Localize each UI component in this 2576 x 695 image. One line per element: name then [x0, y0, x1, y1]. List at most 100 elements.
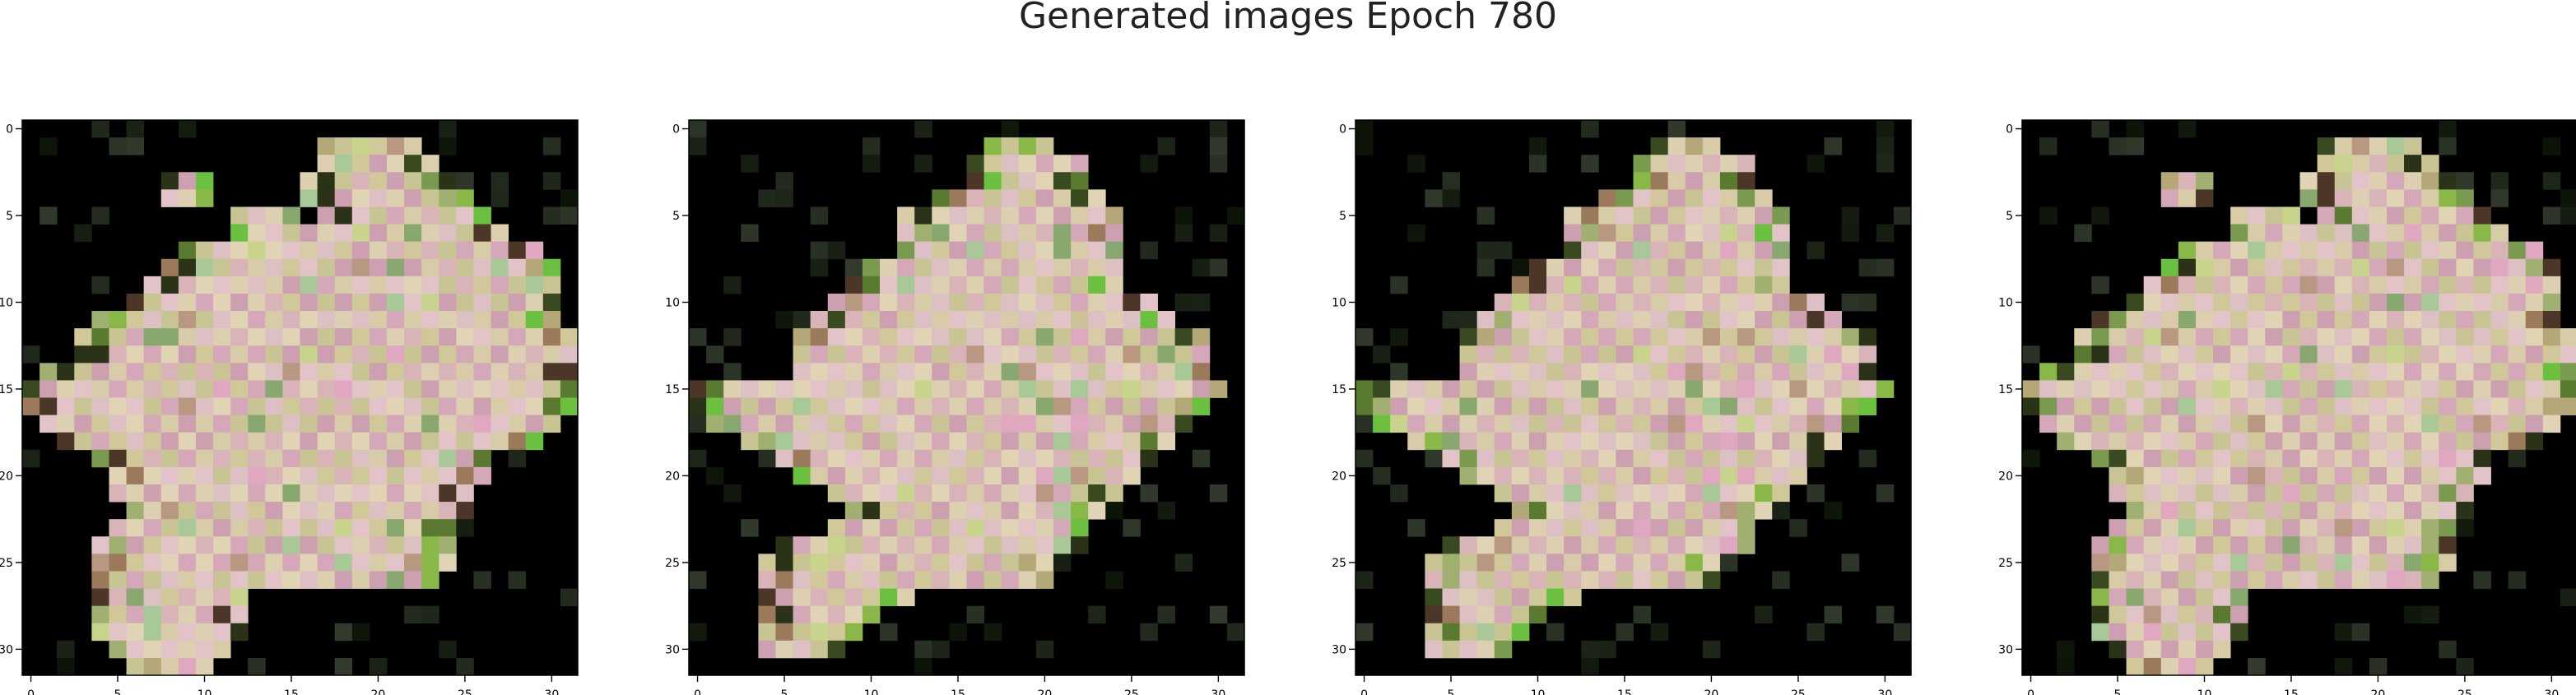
pixel [1053, 172, 1072, 190]
pixel [914, 571, 932, 589]
pixel [1564, 276, 1582, 294]
pixel [369, 415, 388, 433]
pixel [897, 363, 915, 381]
pixel [1209, 120, 1228, 138]
pixel [2195, 345, 2214, 364]
pixel [351, 484, 370, 503]
pixel [404, 189, 422, 207]
pixel [439, 449, 457, 468]
pixel [1035, 466, 1054, 485]
pixel [1494, 415, 1513, 433]
pixel [2126, 554, 2145, 572]
pixel [334, 137, 353, 155]
pixel [351, 345, 370, 364]
pixel [2317, 155, 2336, 173]
pixel [2299, 328, 2318, 346]
pixel [1633, 380, 1651, 398]
pixel [2369, 449, 2388, 468]
pixel [404, 554, 422, 572]
pixel [1140, 293, 1158, 312]
pixel [966, 519, 984, 537]
pixel [2508, 258, 2527, 277]
pixel [1702, 293, 1721, 312]
pixel [2195, 432, 2214, 451]
pixel [126, 137, 145, 155]
pixel [914, 311, 932, 329]
pixel [439, 258, 457, 277]
pixel [456, 466, 474, 485]
pixel [810, 311, 829, 329]
pixel [2074, 224, 2092, 243]
pixel [213, 536, 231, 554]
pixel [369, 189, 388, 207]
pixel [334, 466, 353, 485]
pixel [2160, 466, 2179, 485]
pixel [2160, 293, 2179, 312]
pixel [1209, 484, 1228, 503]
pixel [1035, 206, 1054, 225]
pixel [1018, 258, 1037, 277]
pixel [2456, 449, 2474, 468]
pixel [2421, 536, 2439, 554]
pixel [1140, 345, 1158, 364]
pixel [2542, 311, 2561, 329]
pixel [862, 276, 881, 294]
pixel [949, 276, 967, 294]
pixel [1053, 258, 1072, 277]
pixel [248, 276, 266, 294]
pixel [2282, 415, 2300, 433]
pixel [1581, 311, 1599, 329]
pixel [317, 432, 336, 451]
pixel [1772, 415, 1790, 433]
pixel [265, 258, 283, 277]
pixel [2421, 224, 2439, 243]
pixel [689, 397, 707, 415]
pixel [109, 363, 127, 381]
pixel [2195, 241, 2214, 260]
pixel [143, 657, 162, 676]
pixel [1355, 623, 1374, 642]
pixel [74, 397, 92, 415]
pixel [2213, 258, 2231, 277]
pixel [248, 484, 266, 503]
pixel [2143, 415, 2162, 433]
pixel [2439, 241, 2457, 260]
pixel [741, 432, 759, 451]
pixel [2369, 554, 2388, 572]
pixel [1528, 380, 1547, 398]
pixel [983, 519, 1002, 537]
pixel [2265, 571, 2283, 589]
pixel [386, 536, 405, 554]
pixel [1174, 345, 1193, 364]
pixel [689, 415, 707, 433]
pixel [491, 397, 509, 415]
pixel [1035, 293, 1054, 312]
pixel [2351, 449, 2370, 468]
pixel [1598, 189, 1616, 207]
pixel [1702, 345, 1721, 364]
pixel [949, 484, 967, 503]
pixel [2143, 571, 2162, 589]
pixel [195, 311, 214, 329]
pixel [195, 536, 214, 554]
pixel [1667, 137, 1686, 155]
pixel [723, 363, 742, 381]
pixel [1633, 363, 1651, 381]
pixel [1564, 484, 1582, 503]
pixel [178, 345, 197, 364]
pixel [1650, 137, 1669, 155]
pixel [1841, 224, 1860, 243]
pixel [2074, 397, 2092, 415]
pixel [1105, 466, 1123, 485]
pixel [810, 605, 829, 624]
pixel [1667, 276, 1686, 294]
pixel [421, 293, 439, 312]
pixel [265, 502, 283, 520]
pixel [1616, 466, 1634, 485]
pixel [473, 328, 491, 346]
pixel [2386, 206, 2405, 225]
pixel [2248, 206, 2266, 225]
pixel [143, 328, 162, 346]
pixel [2074, 415, 2092, 433]
pixel [178, 536, 197, 554]
